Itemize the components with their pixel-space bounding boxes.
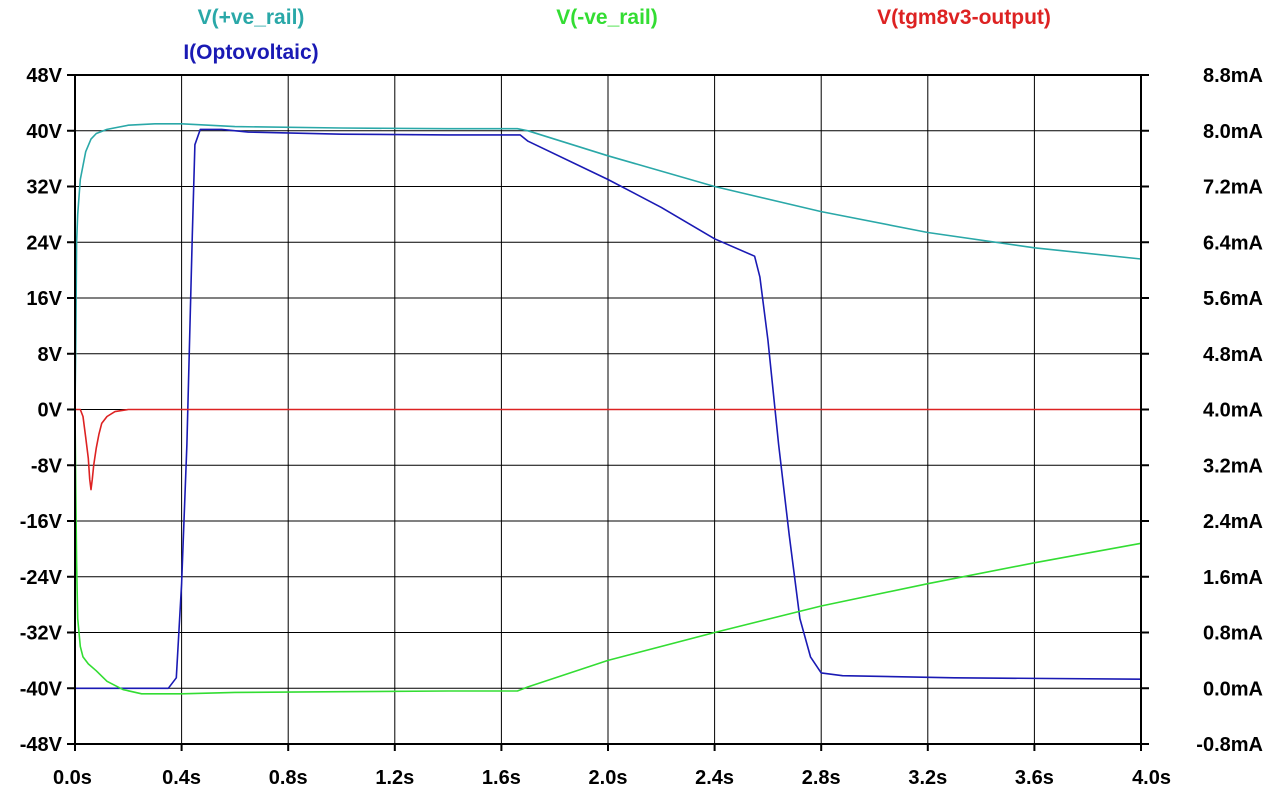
x-tick-label: 0.0s [53,767,92,789]
y-left-tick-label: -40V [20,678,63,700]
y-left-tick-label: -48V [20,734,63,756]
y-left-tick-label: -24V [20,567,63,589]
y-left-tick-label: 48V [26,65,62,87]
y-left-tick-label: -8V [31,455,63,477]
x-tick-label: 2.8s [802,767,841,789]
y-left-tick-label: 32V [26,177,62,199]
y-right-tick-label: 3.2mA [1203,455,1263,477]
y-left-tick-label: 0V [38,400,63,422]
legend-entry: V(tgm8v3-output) [877,6,1051,29]
y-right-tick-label: -0.8mA [1196,734,1263,756]
x-tick-label: 3.2s [908,767,947,789]
y-left-tick-label: -16V [20,511,63,533]
y-right-tick-label: 0.8mA [1203,623,1263,645]
y-right-tick-label: 8.8mA [1203,65,1263,87]
x-tick-label: 2.0s [589,767,628,789]
y-right-tick-label: 0.0mA [1203,678,1263,700]
series-line [75,128,1142,690]
x-tick-label: 1.6s [482,767,521,789]
x-tick-label: 0.8s [269,767,308,789]
series-line [75,408,1141,491]
tick-labels: 0.0s 0.4s 0.8s 1.2s 1.6s 2.0s 2.4s 2.8s 3.2s 3.6s… [20,65,1263,789]
series-line [74,123,1142,410]
y-right-tick-label: 8.0mA [1203,121,1263,143]
y-left-tick-label: -32V [20,623,63,645]
legend-entry: V(-ve_rail) [556,6,658,29]
y-right-tick-label: 5.6mA [1203,288,1263,310]
traces [74,123,1142,695]
y-left-tick-label: 40V [26,121,62,143]
y-left-tick-label: 24V [26,232,62,254]
x-tick-label: 4.0s [1132,767,1171,789]
y-left-tick-label: 8V [38,344,63,366]
y-right-tick-label: 2.4mA [1203,511,1263,533]
y-right-tick-label: 7.2mA [1203,177,1263,199]
series-line [74,409,1142,695]
x-tick-label: 3.6s [1015,767,1054,789]
x-tick-label: 1.2s [375,767,414,789]
x-tick-label: 2.4s [695,767,734,789]
y-right-tick-label: 6.4mA [1203,232,1263,254]
y-right-tick-label: 1.6mA [1203,567,1263,589]
y-right-tick-label: 4.0mA [1203,400,1263,422]
x-tick-label: 0.4s [162,767,201,789]
legend-entry: I(Optovoltaic) [183,41,318,64]
y-left-tick-label: 16V [26,288,62,310]
legend: V(+ve_rail) I(Optovoltaic) V(-ve_rail) V(tg… [183,6,1051,64]
axes [67,74,1149,751]
legend-entry: V(+ve_rail) [198,6,305,29]
y-right-tick-label: 4.8mA [1203,344,1263,366]
